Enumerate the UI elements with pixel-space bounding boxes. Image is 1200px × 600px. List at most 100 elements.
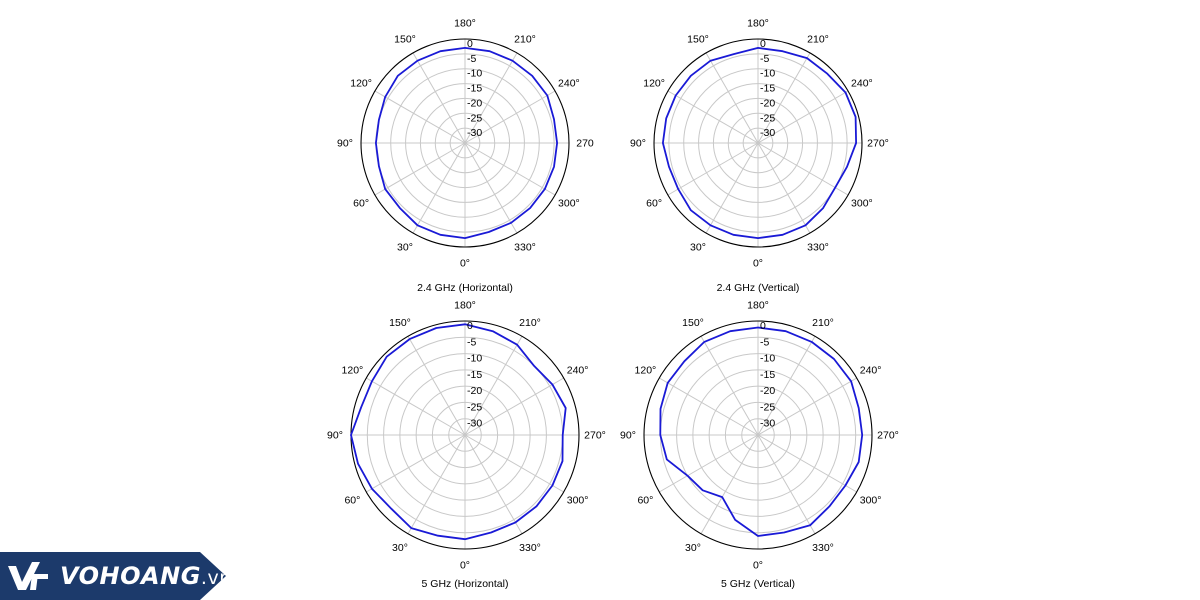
grid-spoke <box>659 377 759 436</box>
angle-tick-label: 240° <box>851 78 873 90</box>
radial-tick-label: 0 <box>760 320 766 332</box>
angle-tick-label: 210° <box>514 34 536 46</box>
polar-plot-2: 180° 210° 240° 270° 300° 330° 0° 30° 60° 90° 120° 1… <box>630 18 889 295</box>
angle-tick-label: 240° <box>558 78 580 90</box>
radial-tick-label: -15 <box>467 83 482 95</box>
outer-ring <box>360 38 570 248</box>
grid-spoke <box>464 90 556 144</box>
angle-tick-label: 30° <box>397 241 413 253</box>
radial-tick-label: -25 <box>467 401 482 413</box>
grid-spoke <box>407 434 466 534</box>
angle-tick-label: 300° <box>567 495 589 507</box>
radial-tick-label: -30 <box>467 418 482 430</box>
grid-spoke <box>464 434 564 493</box>
grid-spoke <box>464 142 556 196</box>
grid-spoke <box>757 434 816 534</box>
angle-tick-label: 150° <box>687 34 709 46</box>
grid-spoke <box>700 434 759 534</box>
angle-tick-label: 150° <box>682 317 704 329</box>
radial-tick-label: -20 <box>467 97 482 109</box>
grid-spoke <box>407 336 466 436</box>
radial-tick-label: -25 <box>760 401 775 413</box>
angle-tick-label: 150° <box>389 317 411 329</box>
angle-tick-label: 90° <box>620 430 636 442</box>
angle-tick-label: 150° <box>394 34 416 46</box>
grid-spoke <box>464 336 523 436</box>
angle-tick-label: 270° <box>584 430 606 442</box>
grid-spoke <box>705 52 759 144</box>
radial-tick-label: -15 <box>467 369 482 381</box>
angle-tick-label: 120° <box>350 78 372 90</box>
angle-tick-label: 210° <box>812 317 834 329</box>
logo-mark-icon <box>8 562 48 590</box>
chart-title: 2.4 GHz (Horizontal) <box>417 282 513 294</box>
radial-tick-label: -25 <box>760 112 775 124</box>
angle-tick-label: 60° <box>344 495 360 507</box>
angle-tick-label: 0° <box>753 258 763 270</box>
grid-spoke <box>374 90 466 144</box>
radial-tick-label: -5 <box>760 53 769 65</box>
angle-tick-label: 180° <box>454 18 476 30</box>
grid-spoke <box>667 142 759 196</box>
grid-spoke <box>757 336 816 436</box>
grid-spoke <box>757 434 857 493</box>
outer-ring <box>643 320 873 550</box>
grid-spoke <box>757 377 857 436</box>
pattern-trace <box>659 326 864 537</box>
grid-spoke <box>366 377 466 436</box>
angle-tick-label: 120° <box>342 365 364 377</box>
grid-spoke <box>412 52 466 144</box>
angle-tick-label: 0° <box>460 560 470 572</box>
angle-tick-label: 210° <box>519 317 541 329</box>
grid-spoke <box>757 142 849 196</box>
angle-tick-label: 300° <box>558 198 580 210</box>
radial-tick-label: -10 <box>467 353 482 365</box>
angle-tick-label: 210° <box>807 34 829 46</box>
radial-tick-label: -15 <box>760 369 775 381</box>
chart-title: 2.4 GHz (Vertical) <box>717 282 800 294</box>
angle-tick-label: 180° <box>454 300 476 312</box>
angle-tick-label: 120° <box>635 365 657 377</box>
angle-tick-label: 180° <box>747 18 769 30</box>
grid-spoke <box>464 377 564 436</box>
pattern-trace <box>662 47 857 239</box>
radial-tick-label: -20 <box>760 385 775 397</box>
angle-tick-label: 330° <box>514 241 536 253</box>
angle-tick-label: 300° <box>860 495 882 507</box>
angle-tick-label: 120° <box>643 78 665 90</box>
angle-tick-label: 270 <box>576 138 594 150</box>
grid-spoke <box>757 90 849 144</box>
angle-tick-label: 90° <box>327 430 343 442</box>
outer-ring <box>653 38 863 248</box>
pattern-trace <box>375 47 558 239</box>
polar-plot-4: 180° 210° 240° 270° 300° 330° 0° 30° 60° 90° 120° 1… <box>620 300 899 591</box>
grid-spoke <box>659 434 759 493</box>
chart-title: 5 GHz (Horizontal) <box>422 578 509 590</box>
grid-spoke <box>374 142 466 196</box>
radial-tick-label: -15 <box>760 83 775 95</box>
polar-plot-3: 180° 210° 240° 270° 300° 330° 0° 30° 60° 90° 120° 1… <box>327 300 606 591</box>
grid-spoke <box>705 142 759 234</box>
angle-tick-label: 300° <box>851 198 873 210</box>
grid-spoke <box>366 434 466 493</box>
angle-tick-label: 180° <box>747 300 769 312</box>
grid-spoke <box>464 434 523 534</box>
angle-tick-label: 330° <box>519 542 541 554</box>
grid-spoke <box>757 142 811 234</box>
grid-spoke <box>464 52 518 144</box>
radial-tick-label: -10 <box>760 353 775 365</box>
angle-tick-label: 90° <box>630 138 646 150</box>
angle-tick-label: 0° <box>460 258 470 270</box>
grid-spoke <box>464 142 518 234</box>
radial-tick-label: -5 <box>760 336 769 348</box>
angle-tick-label: 30° <box>690 241 706 253</box>
radial-tick-label: -30 <box>760 418 775 430</box>
angle-tick-label: 60° <box>646 198 662 210</box>
radial-tick-label: 0 <box>467 320 473 332</box>
angle-tick-label: 240° <box>567 365 589 377</box>
brand-logo[interactable]: VOHOANG.vn <box>0 552 226 600</box>
radial-tick-label: -5 <box>467 336 476 348</box>
angle-tick-label: 60° <box>637 495 653 507</box>
radial-tick-label: -10 <box>760 68 775 80</box>
